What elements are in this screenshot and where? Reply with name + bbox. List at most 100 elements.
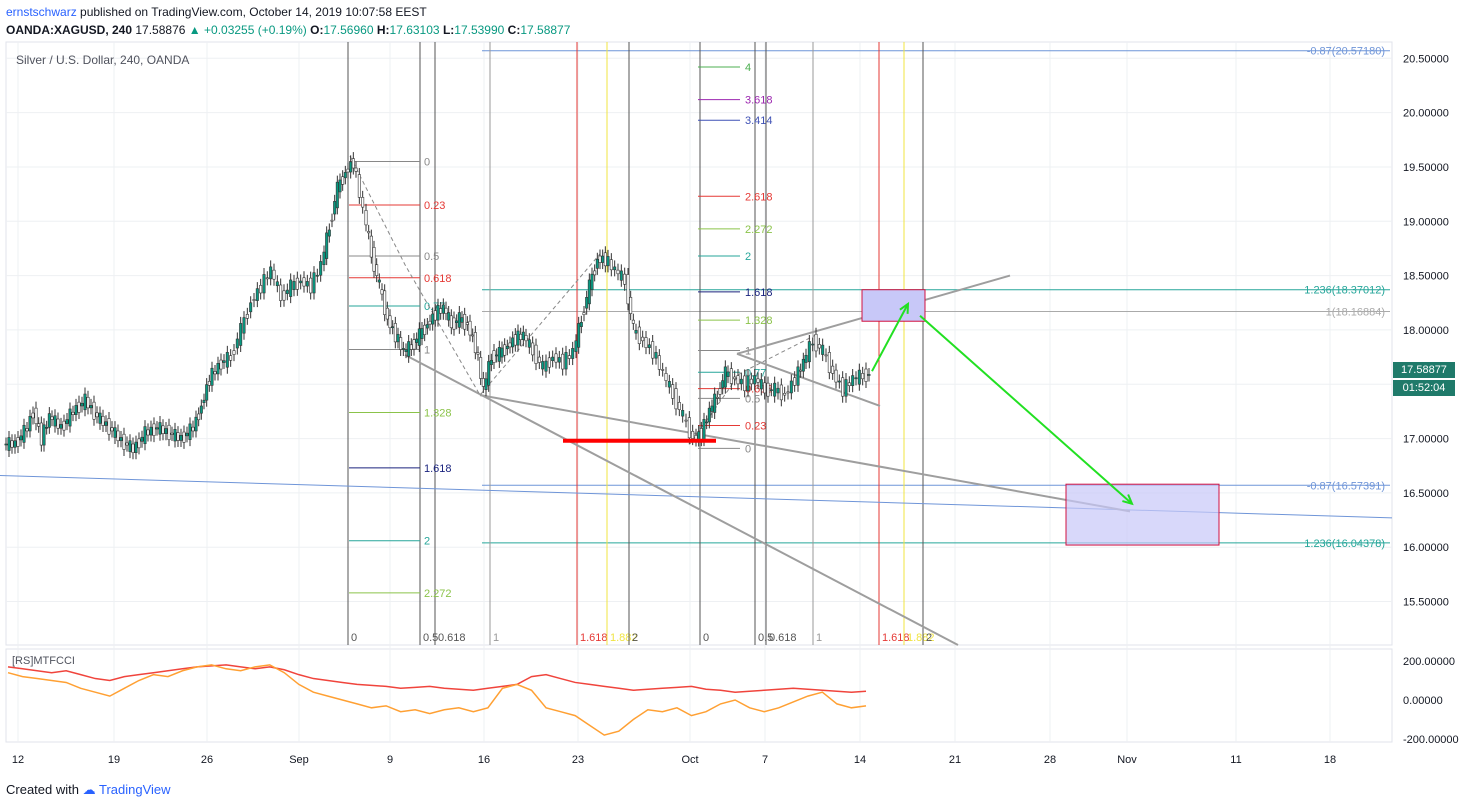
candle-body xyxy=(644,337,648,348)
candle-body xyxy=(851,375,855,386)
candle-body xyxy=(322,251,326,266)
candle-body xyxy=(349,161,353,173)
candle-body xyxy=(396,333,400,343)
fib-level-label: 0.5 xyxy=(745,393,760,405)
up-triangle-icon: ▲ xyxy=(188,23,201,37)
candle-body xyxy=(369,235,373,258)
candle-body xyxy=(219,359,223,370)
candle-body xyxy=(468,320,472,336)
candle-body xyxy=(834,369,838,383)
candle-body xyxy=(176,432,180,441)
candle-body xyxy=(824,354,828,357)
candle-body xyxy=(10,440,14,448)
candle-body xyxy=(463,314,467,330)
candle-body xyxy=(354,167,358,172)
candle-body xyxy=(619,270,623,281)
candle-body xyxy=(460,317,464,323)
candle-body xyxy=(702,419,706,440)
candle-body xyxy=(739,378,743,385)
candle-body xyxy=(45,427,49,429)
candle-body xyxy=(664,373,668,381)
candle-body xyxy=(511,337,515,348)
candle-body xyxy=(122,433,126,450)
candle-body xyxy=(587,279,591,305)
candle-body xyxy=(143,426,147,445)
candle-body xyxy=(756,378,760,383)
candle-body xyxy=(107,418,111,435)
rsi-tick-label: 0.00000 xyxy=(1403,695,1443,707)
candle-body xyxy=(367,231,371,234)
candle-body xyxy=(579,322,583,327)
time-fib-label: 2 xyxy=(632,632,638,644)
candle-body xyxy=(385,307,389,320)
candle-body xyxy=(626,274,630,305)
candle-body xyxy=(134,441,138,453)
time-fib-label: 0.618 xyxy=(438,632,466,644)
candle-body xyxy=(786,391,790,394)
candle-body xyxy=(531,342,535,356)
candle-body xyxy=(213,371,217,375)
candle-body xyxy=(699,428,703,440)
candle-body xyxy=(582,312,586,316)
candle-body xyxy=(42,424,46,446)
candle-body xyxy=(811,343,815,346)
candle-body xyxy=(684,419,688,422)
candle-body xyxy=(245,314,249,319)
candle-body xyxy=(817,344,821,349)
time-fib-label: 0 xyxy=(351,632,357,644)
candle-body xyxy=(420,328,424,339)
candle-body xyxy=(113,427,117,438)
candle-body xyxy=(471,334,475,337)
candle-body xyxy=(521,331,525,340)
fib-level-label: 2 xyxy=(424,536,430,548)
candle-body xyxy=(149,426,153,436)
candle-body xyxy=(629,297,633,314)
candle-body xyxy=(508,342,512,348)
candle-body xyxy=(74,405,78,415)
candle-body xyxy=(537,356,541,363)
candle-body xyxy=(292,281,296,291)
candle-body xyxy=(513,334,517,346)
candle-body xyxy=(519,333,523,340)
fib-extension-label: -0.87(20.57180) xyxy=(1307,46,1385,58)
candle-body xyxy=(25,428,29,432)
candle-body xyxy=(495,354,499,357)
candle-body xyxy=(841,377,845,397)
candle-body xyxy=(31,412,35,419)
candle-body xyxy=(671,384,675,399)
x-tick-label: 26 xyxy=(201,754,213,766)
mid-channel-line xyxy=(479,394,1131,513)
candle-body xyxy=(207,381,211,386)
author-link[interactable]: ernstschwarz xyxy=(6,5,77,19)
candle-body xyxy=(199,405,203,414)
candle-body xyxy=(492,350,496,363)
ohlc-line: OANDA:XAGUSD, 240 17.58876 ▲ +0.03255 (+… xyxy=(6,23,570,37)
candle-body xyxy=(844,379,848,397)
candle-body xyxy=(95,412,99,418)
candle-body xyxy=(783,392,787,396)
tradingview-link[interactable]: TradingView xyxy=(99,782,171,797)
candle-body xyxy=(202,399,206,404)
candle-body xyxy=(357,174,361,198)
candle-body xyxy=(225,352,229,368)
candle-body xyxy=(433,310,437,321)
candle-body xyxy=(821,344,825,355)
lower-wedge-line xyxy=(736,352,881,407)
candle-body xyxy=(807,341,811,363)
candle-body xyxy=(641,336,645,342)
candle-body xyxy=(647,344,651,348)
candle-body xyxy=(19,435,23,441)
chart-title: Silver / U.S. Dollar, 240, OANDA xyxy=(16,53,190,67)
fib-level-label: 3.414 xyxy=(745,115,773,127)
candle-body xyxy=(551,356,555,362)
candle-body xyxy=(773,382,777,397)
candle-body xyxy=(651,341,655,359)
candle-body xyxy=(16,437,20,447)
candle-body xyxy=(80,402,84,407)
candle-body xyxy=(242,317,246,334)
candle-body xyxy=(222,360,226,363)
close-label: C: xyxy=(507,23,521,37)
candle-body xyxy=(554,353,558,363)
arrow-down xyxy=(919,315,1133,505)
